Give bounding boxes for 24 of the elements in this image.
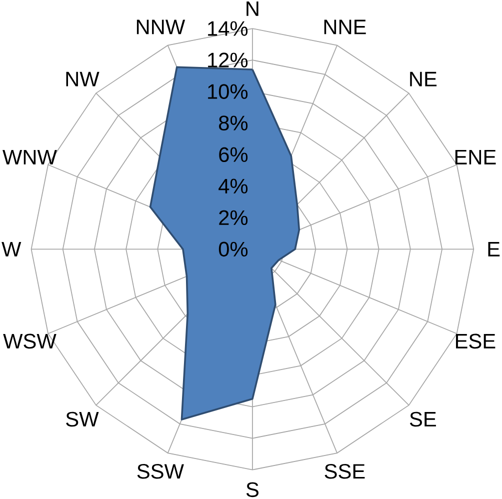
y-tick-label: 4%	[218, 179, 248, 194]
y-tick-label: 14%	[208, 21, 248, 36]
spoke-label: SSE	[324, 464, 365, 479]
y-tick-label: 10%	[208, 84, 248, 100]
spoke-label: NNW	[136, 20, 186, 34]
spoke-label: WSW	[3, 334, 56, 349]
spoke-label: NE	[410, 72, 437, 87]
spoke-label: SW	[66, 412, 99, 427]
y-tick-label: 8%	[219, 116, 248, 131]
spoke-label: N	[246, 2, 258, 16]
spoke-label: SE	[410, 412, 436, 427]
spoke-label: E	[488, 242, 500, 257]
spoke-label: W	[2, 242, 22, 257]
y-tick-label: 12%	[208, 52, 248, 68]
spoke-label: NNE	[324, 20, 366, 34]
y-tick-label: 2%	[219, 210, 248, 226]
y-tick-label: 6%	[219, 147, 248, 162]
spoke-label: NW	[66, 72, 100, 87]
spoke-label: WNW	[2, 150, 57, 165]
spoke-label: S	[246, 482, 258, 498]
spoke-label: ESE	[456, 334, 496, 349]
spoke-label: SSW	[137, 464, 184, 479]
spoke-label: ENE	[455, 150, 496, 165]
y-tick-label: 0%	[218, 242, 248, 257]
